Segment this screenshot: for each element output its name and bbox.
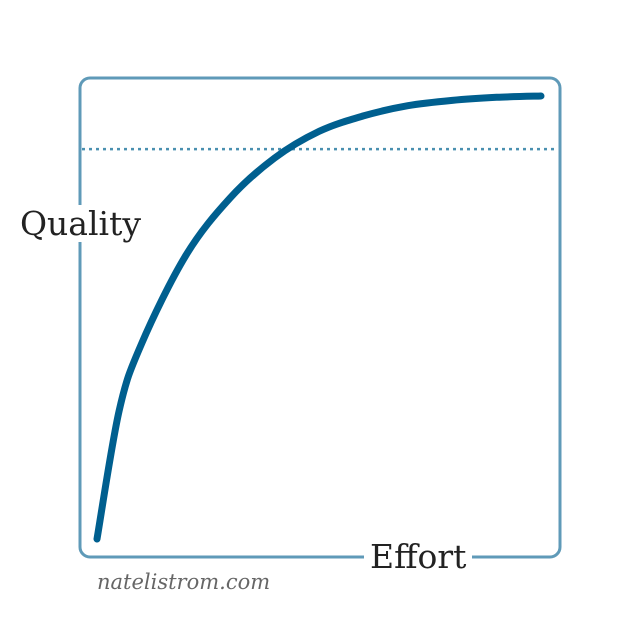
x-axis-label: Effort	[364, 538, 473, 575]
site-watermark: natelistrom.com	[97, 570, 271, 594]
plot-frame	[78, 76, 562, 559]
quality-curve	[93, 92, 545, 543]
y-axis-label: Quality	[18, 204, 143, 243]
